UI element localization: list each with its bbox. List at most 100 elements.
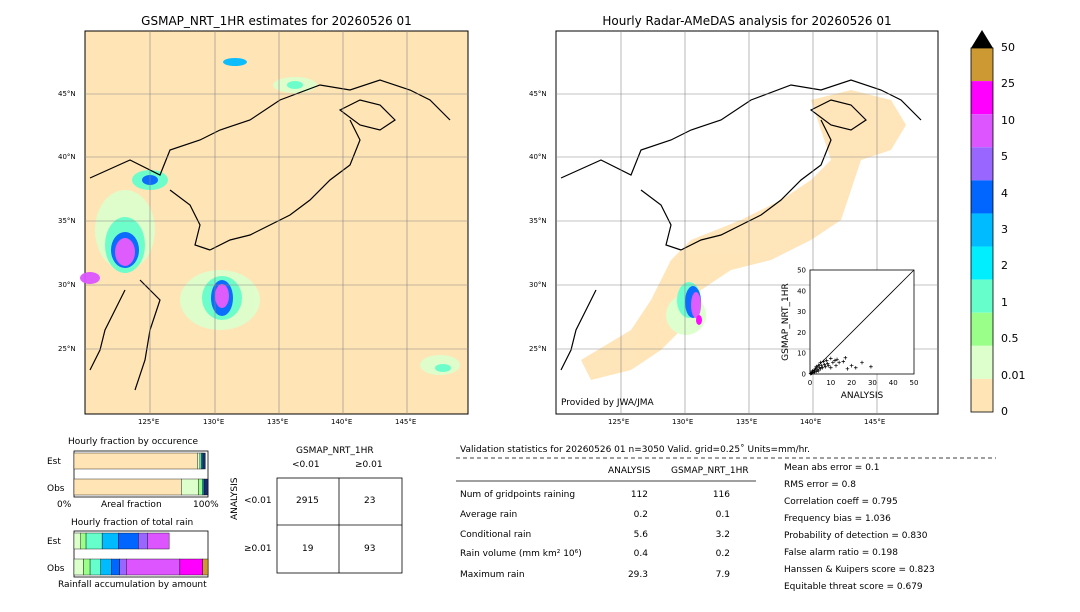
score-line: Mean abs error = 0.1: [784, 463, 880, 473]
stats-row-gsmap: 7.9: [715, 570, 730, 580]
scatter-point: [845, 367, 850, 371]
scatter-point: [841, 359, 846, 364]
scatter-point: [810, 369, 815, 373]
scatter-point: [813, 367, 817, 371]
scatter-y-tick: 20: [797, 329, 806, 337]
contingency-cell: 93: [364, 544, 376, 554]
scatter-x-ticks: 0 10 20 30 40 50: [808, 379, 919, 387]
score-line: Probability of detection = 0.830: [784, 531, 928, 541]
colorbar-frame: [970, 47, 994, 413]
bar-segment: [202, 558, 209, 576]
stats-row-label: Conditional rain: [460, 530, 532, 540]
colorbar-label: 3: [1001, 223, 1008, 236]
right-lon-label: 145°E: [864, 418, 886, 426]
contingency-cell: 19: [302, 544, 314, 554]
bar-segment: [147, 532, 170, 550]
stats-row-analysis: 0.4: [633, 549, 648, 559]
bar-segment: [180, 478, 199, 496]
scatter-point: [853, 365, 858, 370]
bar-segment: [126, 558, 181, 576]
totalrain-xlabel: Rainfall accumulation by amount: [58, 580, 207, 590]
left-lat-label: 30°N: [58, 281, 76, 289]
left-lon-label: 125°E: [138, 418, 160, 426]
totalrain-est-bar: [73, 532, 170, 550]
scatter-x-tick: 40: [889, 379, 898, 387]
stats-row-gsmap: 3.2: [715, 530, 730, 540]
scatter-point: [835, 357, 839, 362]
scatter-point: [837, 360, 841, 365]
contingency-grid: [276, 477, 403, 574]
left-map-title: GSMAP_NRT_1HR estimates for 20260526 01: [141, 14, 412, 28]
left-lat-label: 45°N: [58, 90, 76, 98]
scatter-y-tick: 10: [797, 350, 806, 358]
stats-row-analysis: 29.3: [627, 570, 648, 580]
colorbar-segments: [971, 48, 993, 412]
scatter-point: [825, 361, 830, 366]
left-map: [80, 30, 469, 415]
right-lon-label: 135°E: [736, 418, 758, 426]
right-lon-label: 140°E: [800, 418, 822, 426]
stats-title: Validation statistics for 20260526 01 n=…: [460, 445, 811, 455]
stats-col-gsmap: GSMAP_NRT_1HR: [671, 466, 749, 476]
stats-row-gsmap: 0.1: [715, 510, 730, 520]
colorbar-label: 0.5: [1001, 332, 1019, 346]
stats-row-label: Rain volume (mm km² 10⁶): [460, 549, 582, 559]
scatter-diagonal: [809, 269, 915, 375]
bar-segment: [73, 478, 182, 496]
bar-segment: [118, 532, 139, 550]
colorbar-label: 2: [1001, 259, 1008, 273]
bar-segment: [80, 532, 87, 550]
scatter-point: [833, 358, 837, 363]
right-lat-label: 30°N: [529, 281, 547, 289]
scatter-point: [834, 363, 838, 368]
scatter-point: [824, 358, 829, 363]
bar-segment: [73, 532, 81, 550]
colorbar: [970, 30, 994, 413]
scatter-y-tick: 30: [797, 308, 806, 316]
left-map-coastlines: [89, 79, 451, 391]
left-lon-label: 140°E: [331, 418, 353, 426]
bar-segment: [202, 478, 205, 496]
scatter-x-tick: 20: [847, 379, 856, 387]
colorbar-extend-arrow: [971, 30, 993, 48]
occurrence-obs-bar: [73, 478, 209, 496]
colorbar-label: 50: [1001, 41, 1015, 54]
colorbar-label: 0.01: [1001, 368, 1026, 382]
scatter-point: [829, 356, 833, 361]
colorbar-segment: [971, 279, 993, 313]
colorbar-segment: [971, 312, 993, 346]
colorbar-segment: [971, 378, 993, 412]
scatter-y-tick: 50: [797, 267, 806, 275]
right-map-coastlines: [560, 79, 922, 371]
bar-segment: [199, 452, 202, 470]
stats-row-gsmap: 0.2: [715, 549, 730, 559]
contingency-title: GSMAP_NRT_1HR: [296, 446, 374, 456]
occurrence-est-bar: [73, 452, 206, 470]
occurrence-est-label: Est: [47, 457, 61, 467]
score-line: Correlation coeff = 0.795: [784, 497, 898, 507]
scatter-point: [816, 363, 821, 368]
scatter-point: [816, 369, 821, 373]
totalrain-est-label: Est: [47, 537, 61, 547]
colorbar-segment: [971, 147, 993, 181]
bar-segment: [101, 532, 119, 550]
colorbar-segment: [971, 81, 993, 115]
right-lat-label: 40°N: [529, 153, 547, 161]
bar-segment: [203, 478, 209, 496]
data-credit: Provided by JWA/JMA: [561, 398, 654, 408]
bar-segment: [179, 558, 203, 576]
colorbar-label: 10: [1001, 113, 1015, 127]
right-map: [555, 30, 939, 415]
colorbar-segment: [971, 114, 993, 148]
scatter-point: [822, 362, 827, 367]
scatter-point: [869, 364, 873, 369]
bar-segment: [111, 558, 120, 576]
totalrain-bars: [73, 530, 209, 578]
left-lon-label: 135°E: [267, 418, 289, 426]
scatter-point: [823, 364, 828, 369]
contingency-row0: <0.01: [244, 496, 272, 506]
scatter-y-tick: 0: [802, 371, 806, 379]
right-lat-label: 45°N: [529, 90, 547, 98]
scatter-y-ticks: 0 10 20 30 40 50: [797, 267, 806, 379]
